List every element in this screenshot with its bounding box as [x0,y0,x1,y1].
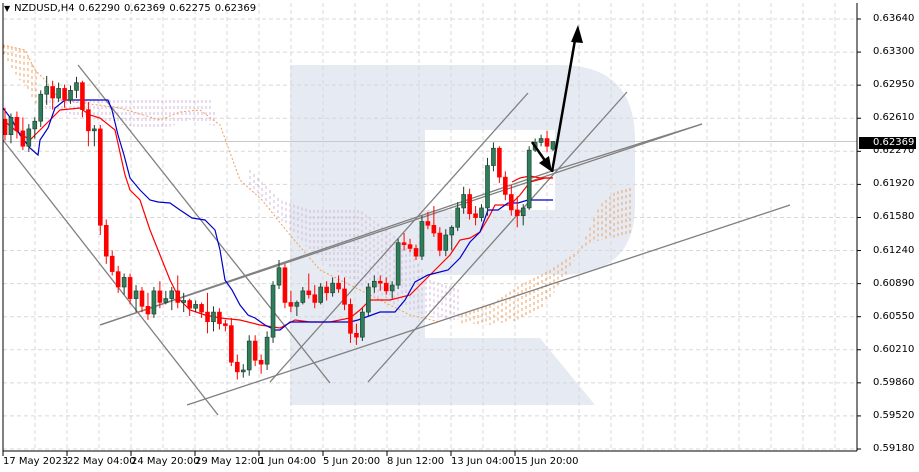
price-tick-label: 0.61240 [873,244,915,256]
price-tick-label: 0.60890 [873,277,915,289]
price-tick-label: 0.62270 [873,145,915,157]
price-tick-label: 0.63300 [873,46,915,58]
chart-header: ▼ NZDUSD,H4 0.62290 0.62369 0.62275 0.62… [4,3,256,14]
candlesticks [2,75,556,380]
price-tick-label: 0.60210 [873,343,915,355]
symbol-label: NZDUSD,H4 [14,3,75,14]
time-tick-label: 17 May 2023 [3,456,69,467]
watermark-logo [290,65,635,405]
close-value: 0.62369 [214,3,257,14]
time-tick-label: 13 Jun 04:00 [451,456,515,467]
trend-lines [2,64,791,416]
axes [2,3,861,456]
price-tick-label: 0.59180 [873,443,915,454]
time-tick-label: 1 Jun 04:00 [259,456,317,467]
current-price-marker: 0.62369 [859,137,917,149]
time-tick-label: 8 Jun 12:00 [387,456,445,467]
price-tick-label: 0.59860 [873,376,915,388]
price-tick-label: 0.61580 [873,211,915,223]
forecast-arrows [530,25,583,173]
price-tick-label: 0.63640 [873,13,915,24]
price-tick-label: 0.60550 [873,310,915,322]
grid-lines [3,3,857,451]
time-tick-label: 5 Jun 20:00 [323,456,381,467]
time-tick-label: 24 May 20:00 [131,456,200,467]
time-tick-label: 29 May 12:00 [195,456,264,467]
price-tick-label: 0.61920 [873,178,915,190]
low-value: 0.62275 [169,3,211,14]
high-value: 0.62369 [123,3,166,14]
ichimoku-cloud [2,44,631,325]
open-value: 0.62290 [78,3,120,14]
chart-menu-icon[interactable]: ▼ [4,4,11,13]
price-tick-label: 0.62950 [873,79,915,91]
price-tick-label: 0.62610 [873,112,915,124]
time-tick-label: 22 May 04:00 [67,456,136,467]
time-tick-label: 15 Jun 20:00 [515,456,579,467]
price-tick-label: 0.59520 [873,409,915,421]
